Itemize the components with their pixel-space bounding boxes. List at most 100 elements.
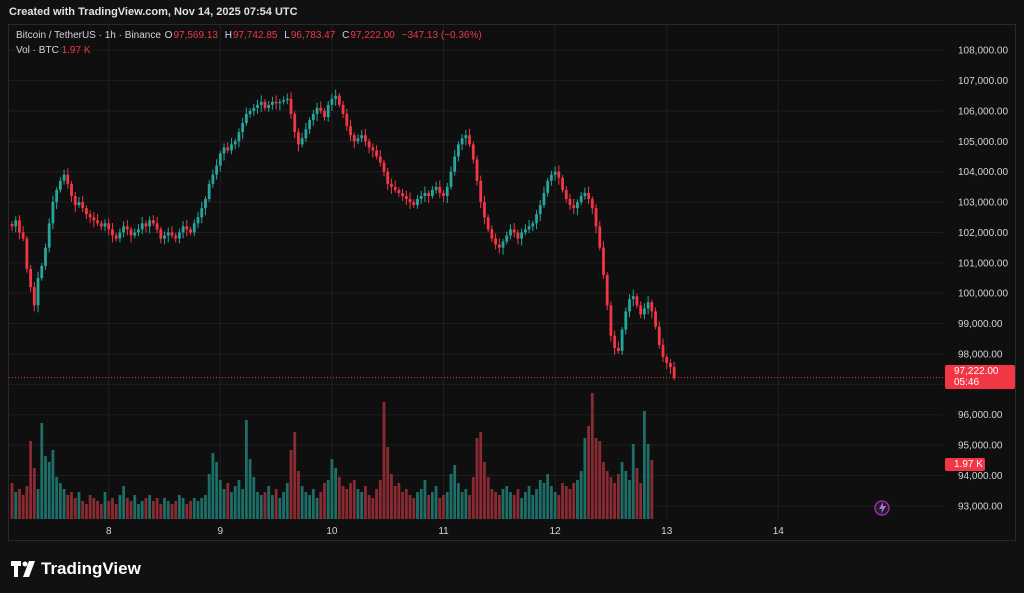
candle-body (442, 192, 445, 196)
volume-bar (170, 504, 174, 519)
volume-bar (96, 501, 99, 519)
volume-bar (360, 492, 364, 519)
candle-body (189, 229, 192, 233)
volume-bar (568, 489, 572, 519)
candle-body (457, 144, 460, 157)
volume-bar (25, 486, 29, 519)
volume-bar (520, 498, 524, 519)
volume-bar (445, 492, 449, 519)
candle-body (643, 308, 646, 315)
candle-body (25, 238, 29, 269)
candle-body (166, 232, 170, 236)
candle-body (516, 232, 520, 239)
volume-bar (88, 495, 92, 519)
candle-body (148, 220, 152, 227)
candle-body (561, 177, 564, 190)
candle-body (553, 171, 557, 175)
candle-body (390, 183, 393, 187)
ohlc-legend: Bitcoin / TetherUS · 1h · Binance O97,56… (16, 30, 486, 41)
candle-body (271, 101, 274, 105)
x-tick-label: 13 (661, 526, 673, 537)
candle-body (345, 113, 349, 127)
low-value: 96,783.47 (290, 30, 336, 41)
candle-body (226, 147, 230, 151)
candle-body (564, 189, 568, 200)
candle-body (326, 104, 330, 118)
volume-bar (44, 456, 47, 519)
volume-bar (583, 438, 587, 519)
open-value: 97,569.13 (173, 30, 218, 41)
volume-bar (304, 492, 308, 519)
volume-bar (523, 492, 527, 519)
candle-body (218, 153, 222, 166)
candle-body (542, 192, 546, 206)
volume-bar (486, 477, 490, 519)
volume-badge: 1.97 K (945, 458, 985, 471)
candle-body (308, 120, 311, 130)
volume-bar (122, 486, 125, 519)
volume-bar (62, 489, 66, 519)
candle-body (211, 174, 215, 184)
candle-body (159, 229, 163, 239)
volume-bar (561, 483, 564, 519)
candle-body (393, 186, 397, 190)
volume-bar (81, 501, 85, 519)
volume-bar (200, 498, 204, 519)
candle-body (300, 138, 304, 145)
candle-body (215, 165, 218, 175)
candle-body (527, 226, 531, 230)
y-tick-label: 101,000.00 (958, 258, 1008, 269)
candle-body (311, 113, 315, 121)
volume-bar (77, 492, 81, 519)
volume-bar (282, 492, 285, 519)
volume-bar (311, 489, 315, 519)
volume-bar (471, 477, 475, 519)
volume-bar (635, 468, 639, 519)
candle-body (85, 208, 88, 215)
candle-body (133, 232, 137, 236)
volume-bar (323, 483, 326, 519)
volume-bar (151, 501, 155, 519)
volume-bar (189, 501, 192, 519)
candle-body (259, 101, 263, 105)
candle-body (278, 101, 282, 104)
volume-bar (111, 498, 114, 519)
volume-bar (390, 474, 393, 519)
volume-bar (576, 480, 579, 519)
y-tick-label: 99,000.00 (958, 319, 1003, 330)
candle-body (140, 223, 144, 230)
candle-body (628, 299, 631, 312)
volume-bar (345, 489, 349, 519)
candle-body (36, 278, 40, 306)
volume-bar (639, 483, 643, 519)
volume-bar (531, 495, 535, 519)
volume-bar (404, 489, 408, 519)
volume-bar (32, 468, 36, 519)
volume-bar (207, 474, 211, 519)
candle-body (241, 123, 245, 133)
chart-frame[interactable] (8, 24, 1016, 541)
volume-bar (58, 483, 62, 519)
candle-body (523, 229, 527, 233)
candle-body (114, 235, 118, 239)
volume-badge-value: 1.97 K (954, 459, 983, 470)
volume-bar (550, 486, 553, 519)
candle-body (55, 189, 59, 203)
candle-body (349, 126, 352, 136)
bar-countdown: 05:46 (954, 377, 980, 388)
volume-bar (218, 480, 222, 519)
candle-body (665, 356, 669, 364)
candle-body (256, 104, 259, 108)
candle-body (416, 199, 419, 206)
high-key: H (224, 30, 232, 41)
tradingview-logo[interactable]: TradingView (11, 559, 141, 579)
volume-bar (602, 462, 605, 519)
volume-bar (349, 483, 352, 519)
volume-bar (319, 492, 323, 519)
candle-body (29, 268, 32, 288)
candle-body (386, 171, 390, 184)
volume-bar (181, 498, 185, 519)
candle-body (538, 205, 542, 215)
candle-body (646, 302, 650, 309)
